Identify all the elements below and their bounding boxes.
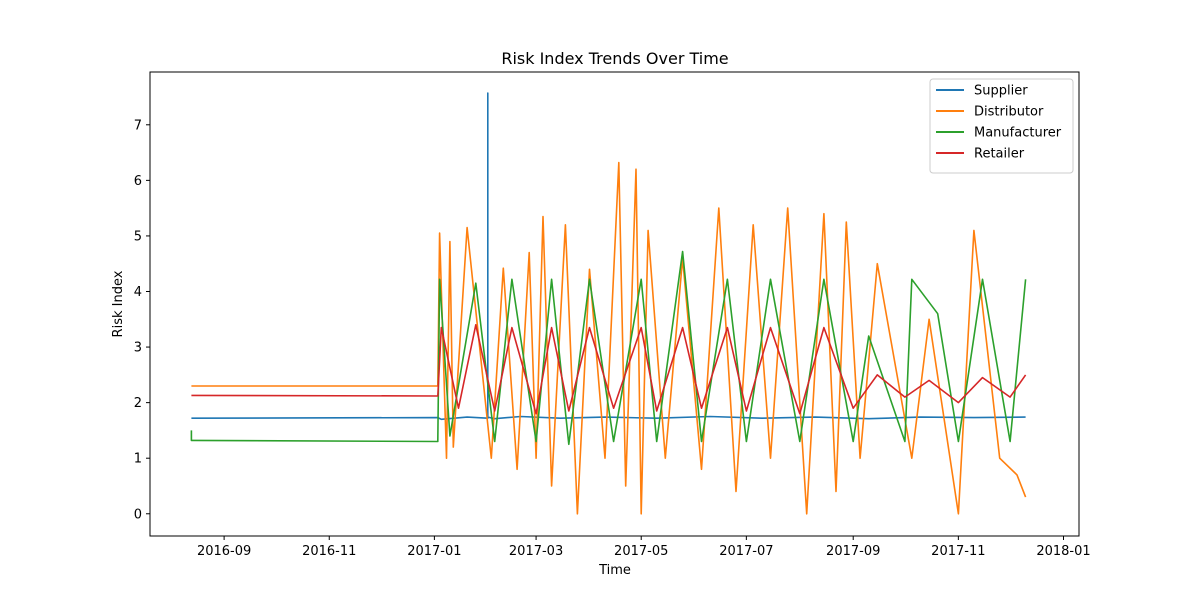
legend: Supplier Distributor Manufacturer Retailer [929, 78, 1074, 174]
x-axis-title: Time [598, 563, 631, 578]
legend-box [929, 78, 1074, 174]
series-line-supplier [191, 92, 1026, 421]
x-tick-label: 2017-07 [719, 544, 773, 559]
y-tick-label: 6 [134, 174, 142, 189]
x-tick-label: 2017-01 [407, 544, 461, 559]
x-tick-label: 2018-01 [1036, 544, 1090, 559]
plot-frame [149, 71, 1080, 537]
y-tick-label: 4 [134, 285, 142, 300]
y-tick-label: 1 [134, 452, 142, 467]
x-tick-label: 2017-03 [509, 544, 563, 559]
series-layer [190, 92, 1027, 515]
x-tick-label: 2016-09 [197, 544, 251, 559]
y-axis: 0 1 2 3 4 5 6 7 [134, 118, 150, 522]
x-axis: 2016-09 2016-11 2017-01 2017-03 2017-05 2017-… [197, 536, 1091, 559]
chart-title: Risk Index Trends Over Time [501, 49, 728, 68]
series-line-retailer [191, 323, 1027, 415]
y-tick-label: 0 [134, 507, 142, 522]
legend-label-distributor: Distributor [974, 105, 1044, 120]
y-tick-label: 5 [134, 229, 142, 244]
x-tick-label: 2017-05 [614, 544, 668, 559]
series-line-distributor [191, 161, 1027, 515]
legend-label-supplier: Supplier [974, 84, 1028, 99]
x-tick-label: 2017-09 [826, 544, 880, 559]
x-tick-label: 2016-11 [302, 544, 356, 559]
y-tick-label: 2 [134, 396, 142, 411]
y-tick-label: 3 [134, 341, 142, 356]
legend-label-manufacturer: Manufacturer [974, 126, 1062, 141]
y-axis-title: Risk Index [111, 270, 126, 337]
x-tick-label: 2017-11 [931, 544, 985, 559]
y-tick-label: 7 [134, 118, 142, 133]
series-line-manufacturer [190, 250, 1027, 446]
legend-label-retailer: Retailer [974, 147, 1025, 162]
